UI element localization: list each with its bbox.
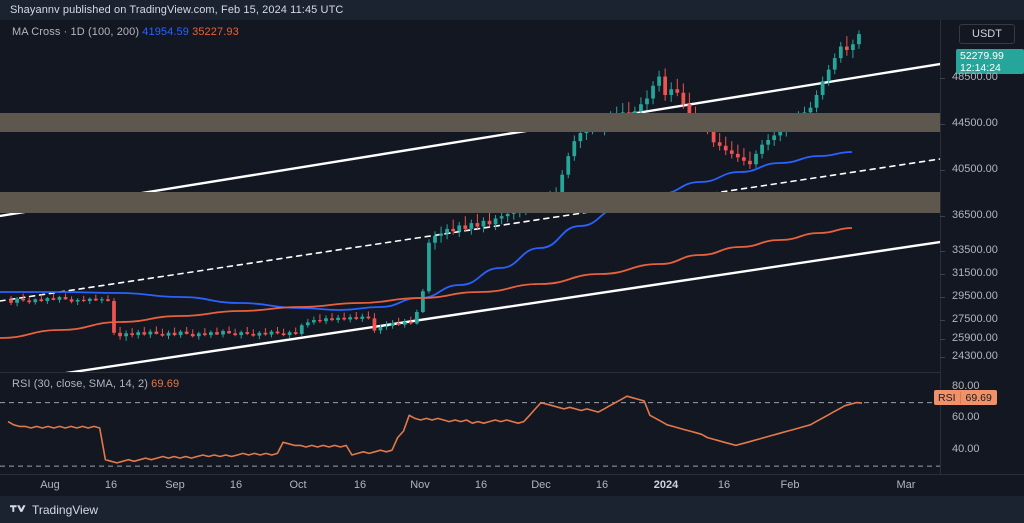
time-axis-label: Oct <box>289 479 307 491</box>
trendline-channel-upper[interactable] <box>0 62 940 218</box>
currency-button[interactable]: USDT <box>959 24 1015 44</box>
time-axis-label: 16 <box>474 479 488 491</box>
publish-bar <box>0 0 1024 20</box>
rsi-pane[interactable] <box>0 374 940 474</box>
price-axis-tick <box>940 356 945 358</box>
time-axis-label: 16 <box>353 479 367 491</box>
time-axis-label: Mar <box>896 479 916 491</box>
price-axis-tick <box>940 216 945 218</box>
ma-200-line <box>0 227 853 339</box>
resistance-zone-lower <box>0 192 940 213</box>
time-axis-label: 16 <box>717 479 731 491</box>
ma-fast-value: 41954.59 <box>142 26 189 38</box>
last-price-badge: 52279.99 12:14:24 <box>956 49 1024 74</box>
price-axis-tick <box>940 170 945 172</box>
price-axis-label: 24300.00 <box>952 349 998 362</box>
price-axis-label: 27500.00 <box>952 313 998 326</box>
rsi-chart-canvas <box>0 395 940 467</box>
price-axis-tick <box>940 273 945 275</box>
footer-bar <box>0 496 1024 523</box>
time-axis-label: Dec <box>531 479 551 491</box>
rsi-axis-label: 80.00 <box>952 379 980 392</box>
price-axis-label: 25900.00 <box>952 331 998 344</box>
price-axis-label: 29500.00 <box>952 289 998 302</box>
price-axis-label: 40500.00 <box>952 163 998 176</box>
price-axis-tick <box>940 296 945 298</box>
price-axis-tick <box>940 338 945 340</box>
time-axis-label: 16 <box>229 479 243 491</box>
price-axis-tick <box>940 77 945 79</box>
rsi-badge-value: 69.69 <box>965 391 992 404</box>
time-axis-label: 16 <box>104 479 118 491</box>
trendline-channel-lower[interactable] <box>0 240 940 372</box>
countdown-value: 12:14:24 <box>960 62 1001 74</box>
time-axis-label: 16 <box>595 479 609 491</box>
rsi-legend-value: 69.69 <box>151 378 180 390</box>
time-axis-label: Feb <box>780 479 800 491</box>
ma-slow-value: 35227.93 <box>192 26 239 38</box>
price-legend[interactable]: MA Cross · 1D (100, 200) 41954.59 35227.… <box>12 26 239 38</box>
pane-divider[interactable] <box>0 372 1024 373</box>
price-pane[interactable] <box>0 20 940 372</box>
price-axis-tick <box>940 320 945 322</box>
price-axis-tick <box>940 123 945 125</box>
rsi-axis-label: 60.00 <box>952 411 980 424</box>
trendline-mid-diagonal[interactable] <box>0 158 940 302</box>
resistance-zone-upper <box>0 113 940 132</box>
price-legend-title: MA Cross · 1D (100, 200) <box>12 26 140 38</box>
price-axis-label: 48500.00 <box>952 70 998 83</box>
price-axis-label: 44500.00 <box>952 116 998 129</box>
tradingview-mark-icon <box>10 504 26 512</box>
tradingview-logo: TradingView <box>10 503 98 517</box>
price-axis-label: 33500.00 <box>952 243 998 256</box>
rsi-legend[interactable]: RSI (30, close, SMA, 14, 2) 69.69 <box>12 378 179 390</box>
axis-divider <box>940 20 941 474</box>
rsi-badge-label: RSI <box>934 391 961 404</box>
rsi-legend-title: RSI (30, close, SMA, 14, 2) <box>12 378 148 390</box>
rsi-value-badge: RSI 69.69 <box>934 390 997 405</box>
time-axis-label: Nov <box>410 479 430 491</box>
time-axis-label: Sep <box>165 479 185 491</box>
price-axis-label: 36500.00 <box>952 209 998 222</box>
last-price-value: 52279.99 <box>960 50 1004 62</box>
time-axis[interactable] <box>0 474 1024 497</box>
ma-100-line <box>0 151 853 311</box>
price-axis-label: 31500.00 <box>952 266 998 279</box>
rsi-line <box>7 395 863 464</box>
publish-text: Shayannv published on TradingView.com, F… <box>10 4 344 16</box>
rsi-axis-label: 40.00 <box>952 443 980 456</box>
time-axis-label: 2024 <box>653 479 679 491</box>
tradingview-wordmark: TradingView <box>32 503 99 517</box>
time-axis-label: Aug <box>40 479 60 491</box>
price-axis-tick <box>940 250 945 252</box>
